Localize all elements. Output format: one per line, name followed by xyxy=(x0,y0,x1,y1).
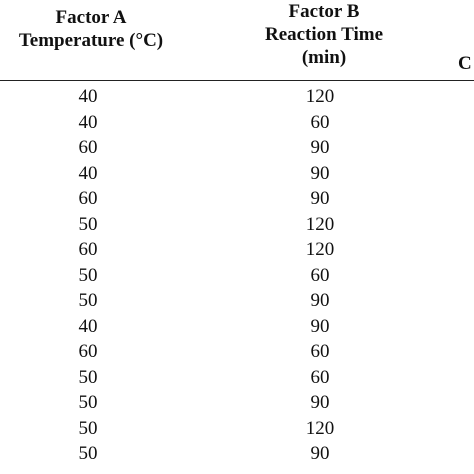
reaction-time-cell: 90 xyxy=(310,392,330,413)
reaction-time-cell: 90 xyxy=(310,137,330,158)
factor-a-header: Factor A Temperature (°C) xyxy=(0,6,182,52)
table-body: 40 120 40 60 60 90 40 90 60 90 50 120 60 120 50 60 50 90 4… xyxy=(0,84,474,467)
factor-b-header: Factor B Reaction Time (min) xyxy=(232,0,416,69)
reaction-time-cell: 90 xyxy=(310,162,330,184)
factor-c-header-partial: C xyxy=(458,53,472,74)
temperature-cell: 40 xyxy=(78,111,98,133)
table-row: 50 60 xyxy=(0,263,474,289)
reaction-time-cell: 60 xyxy=(310,264,330,286)
table-row: 50 120 xyxy=(0,416,474,442)
reaction-time-cell: 120 xyxy=(305,86,335,107)
temperature-cell: 60 xyxy=(78,188,98,209)
temperature-cell: 40 xyxy=(78,162,98,184)
temperature-cell: 60 xyxy=(78,239,98,260)
header-rule xyxy=(0,80,474,81)
table-row: 40 120 xyxy=(0,84,474,110)
table-row: 60 120 xyxy=(0,237,474,263)
temperature-cell: 50 xyxy=(78,264,98,286)
reaction-time-cell: 60 xyxy=(310,111,330,133)
temperature-cell: 40 xyxy=(78,315,98,337)
table-row: 60 60 xyxy=(0,339,474,365)
temperature-cell: 50 xyxy=(78,290,98,311)
factor-b-subtitle: Reaction Time xyxy=(264,24,384,45)
reaction-time-cell: 60 xyxy=(310,341,330,362)
table-row: 60 90 xyxy=(0,186,474,212)
temperature-cell: 60 xyxy=(78,137,98,158)
temperature-cell: 50 xyxy=(78,392,98,413)
temperature-cell: 40 xyxy=(78,86,98,107)
reaction-time-cell: 90 xyxy=(310,443,330,464)
table-row: 50 90 xyxy=(0,441,474,467)
table-row: 50 120 xyxy=(0,212,474,238)
reaction-time-cell: 120 xyxy=(305,239,335,260)
table-row: 50 60 xyxy=(0,365,474,391)
temperature-cell: 50 xyxy=(78,417,98,439)
table-row: 40 90 xyxy=(0,161,474,187)
reaction-time-cell: 90 xyxy=(310,188,330,209)
temperature-cell: 60 xyxy=(78,341,98,362)
reaction-time-cell: 120 xyxy=(305,213,335,235)
reaction-time-cell: 60 xyxy=(310,366,330,388)
table-row: 50 90 xyxy=(0,288,474,314)
factor-a-title: Factor A xyxy=(55,7,127,28)
factor-b-title: Factor B xyxy=(288,1,360,22)
temperature-cell: 50 xyxy=(78,213,98,235)
temperature-cell: 50 xyxy=(78,366,98,388)
table-row: 50 90 xyxy=(0,390,474,416)
reaction-time-cell: 90 xyxy=(310,315,330,337)
factor-a-subtitle: Temperature (°C) xyxy=(18,30,164,51)
temperature-cell: 50 xyxy=(78,443,98,464)
reaction-time-cell: 120 xyxy=(305,417,335,439)
table-row: 40 90 xyxy=(0,314,474,340)
factor-b-unit: (min) xyxy=(301,47,347,68)
table-row: 40 60 xyxy=(0,110,474,136)
reaction-time-cell: 90 xyxy=(310,290,330,311)
table-row: 60 90 xyxy=(0,135,474,161)
